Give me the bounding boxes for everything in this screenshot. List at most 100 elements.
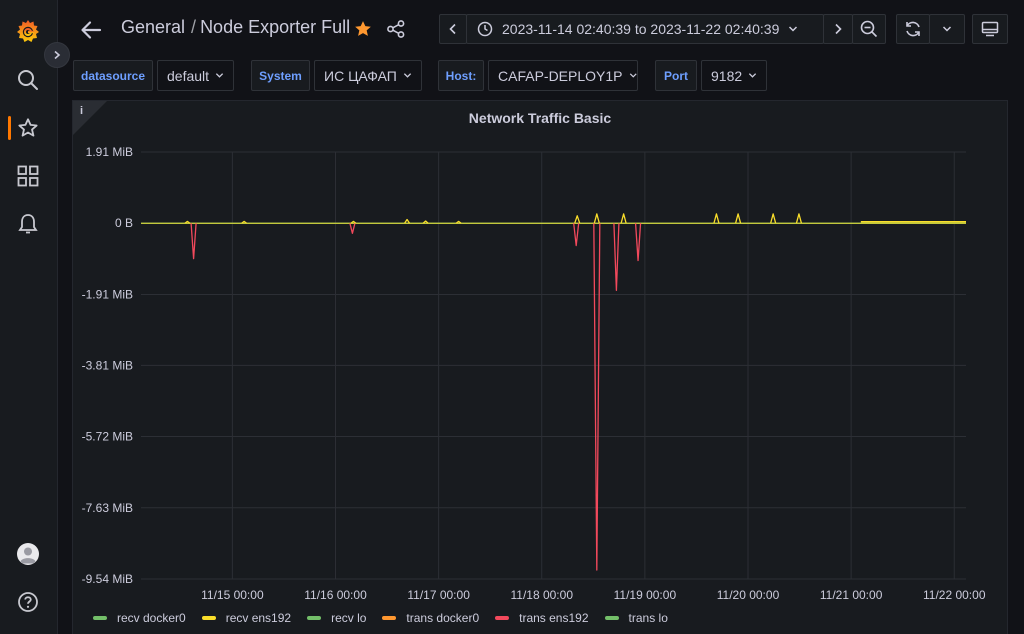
chevron-down-icon	[629, 73, 637, 78]
legend-swatch	[307, 616, 322, 620]
x-tick-label: 11/17 00:00	[407, 588, 470, 602]
grafana-logo-icon[interactable]	[14, 17, 42, 45]
chevron-left-icon	[449, 23, 456, 35]
variable-value-system: ИС ЦАФАП	[324, 67, 397, 84]
zoom-out-button[interactable]	[852, 14, 886, 44]
legend-label: trans lo	[628, 611, 668, 625]
variable-label-datasource: datasource	[73, 60, 153, 91]
series-point-recv-ens192	[620, 213, 627, 224]
legend-item[interactable]: trans ens192	[495, 611, 589, 625]
user-avatar[interactable]	[14, 540, 42, 568]
legend-swatch	[604, 616, 619, 620]
legend-item[interactable]: recv ens192	[201, 611, 292, 625]
series-point-recv-ens192	[593, 213, 600, 224]
search-icon[interactable]	[14, 66, 42, 94]
active-indicator	[8, 116, 11, 140]
alerting-bell-icon[interactable]	[14, 210, 42, 238]
variable-select-system[interactable]: ИС ЦАФАП	[314, 60, 422, 91]
clock-icon	[477, 21, 493, 37]
dashboards-icon[interactable]	[14, 162, 42, 190]
favorite-star-icon[interactable]	[353, 19, 373, 44]
series-point-recv-ens192	[422, 220, 429, 224]
series-point-recv-ens192	[350, 220, 357, 224]
arrow-left-icon	[81, 21, 102, 39]
legend-swatch	[93, 616, 107, 620]
y-tick-label: -5.72 MiB	[82, 430, 133, 444]
legend-swatch	[201, 616, 216, 620]
series-point-recv-ens192	[795, 213, 803, 224]
monitor-icon	[981, 21, 999, 37]
x-tick-label: 11/18 00:00	[510, 588, 573, 602]
panel-info-icon[interactable]: i	[80, 105, 84, 117]
series-point-recv-ens192	[404, 218, 411, 224]
legend-label: trans ens192	[519, 611, 589, 625]
series-point-trans-ens192	[349, 223, 356, 234]
variable-select-datasource[interactable]: default	[157, 60, 234, 91]
series-point-recv-ens192	[574, 215, 581, 224]
expand-sidebar-button[interactable]	[44, 42, 70, 68]
starred-icon[interactable]	[14, 114, 42, 142]
y-tick-label: 0 B	[115, 216, 133, 230]
graph-panel[interactable]: i Network Traffic Basic 1.91 MiB 0 B -1.91…	[72, 100, 1008, 634]
back-button[interactable]	[78, 16, 104, 44]
x-tick-label: 11/19 00:00	[614, 588, 677, 602]
time-shift-forward-button[interactable]	[823, 14, 853, 44]
refresh-button[interactable]	[896, 14, 930, 44]
legend-label: recv lo	[331, 611, 367, 625]
series-point-trans-ens192	[634, 223, 642, 262]
series-point-recv-ens192	[734, 213, 742, 224]
dashboard-title[interactable]: Node Exporter Full	[200, 17, 351, 37]
chart-legend: recv docker0 recv ens192 recv lo trans dock…	[93, 611, 668, 625]
x-tick-label: 11/22 00:00	[923, 588, 986, 602]
refresh-interval-dropdown[interactable]	[929, 14, 965, 44]
variable-label-system: System	[251, 60, 310, 91]
variable-value-port: 9182	[711, 67, 743, 84]
series-point-trans-ens192	[190, 223, 197, 260]
y-tick-label: 1.91 MiB	[86, 145, 133, 159]
chevron-down-icon	[942, 26, 952, 32]
refresh-icon	[906, 21, 920, 37]
legend-swatch	[495, 616, 510, 620]
help-icon[interactable]	[14, 588, 42, 616]
sidebar	[0, 0, 58, 634]
variable-select-port[interactable]: 9182	[701, 60, 767, 91]
time-shift-back-button[interactable]	[439, 14, 467, 44]
series-point-trans-ens192	[573, 223, 580, 247]
chevron-down-icon	[749, 73, 757, 78]
legend-item[interactable]: trans lo	[604, 611, 668, 625]
time-range-picker[interactable]: 2023-11-14 02:40:39 to 2023-11-22 02:40:…	[466, 14, 824, 44]
variable-label-port: Port	[655, 60, 697, 91]
chevron-down-icon	[403, 73, 412, 78]
series-point-trans-ens192	[613, 223, 620, 292]
y-tick-label: -3.81 MiB	[82, 358, 133, 372]
share-icon[interactable]	[386, 19, 406, 44]
series-point-recv-ens192	[455, 220, 462, 224]
chart-plot[interactable]: 1.91 MiB 0 B -1.91 MiB -3.81 MiB -5.72 MiB -7…	[73, 101, 1007, 606]
breadcrumb-folder[interactable]: General	[121, 17, 186, 37]
x-tick-label: 11/20 00:00	[717, 588, 780, 602]
panel-info-corner[interactable]	[73, 101, 107, 135]
variable-select-host[interactable]: CAFAP-DEPLOY1P	[488, 60, 638, 91]
series-point-recv-ens192	[713, 213, 720, 224]
legend-label: recv ens192	[225, 611, 292, 625]
legend-item[interactable]: recv lo	[307, 611, 366, 625]
x-tick-label: 11/16 00:00	[304, 588, 367, 602]
legend-item[interactable]: recv docker0	[93, 611, 186, 625]
x-tick-label: 11/15 00:00	[201, 588, 264, 602]
breadcrumb: General / Node Exporter Full	[121, 17, 350, 38]
series-point-recv-ens192	[241, 220, 248, 224]
legend-item[interactable]: trans docker0	[382, 611, 479, 625]
y-tick-label: -7.63 MiB	[82, 501, 133, 515]
variable-value-datasource: default	[167, 67, 210, 84]
x-tick-label: 11/21 00:00	[820, 588, 883, 602]
tv-mode-button[interactable]	[972, 14, 1008, 44]
y-tick-label: -9.54 MiB	[82, 572, 133, 586]
time-range-text: 2023-11-14 02:40:39 to 2023-11-22 02:40:…	[502, 21, 780, 37]
chevron-right-icon	[835, 23, 842, 35]
legend-label: recv docker0	[117, 611, 186, 625]
panel-title[interactable]: Network Traffic Basic	[468, 110, 612, 126]
breadcrumb-separator: /	[191, 17, 197, 37]
chevron-down-icon	[789, 26, 798, 32]
legend-swatch	[382, 616, 397, 620]
y-tick-label: -1.91 MiB	[82, 287, 133, 301]
